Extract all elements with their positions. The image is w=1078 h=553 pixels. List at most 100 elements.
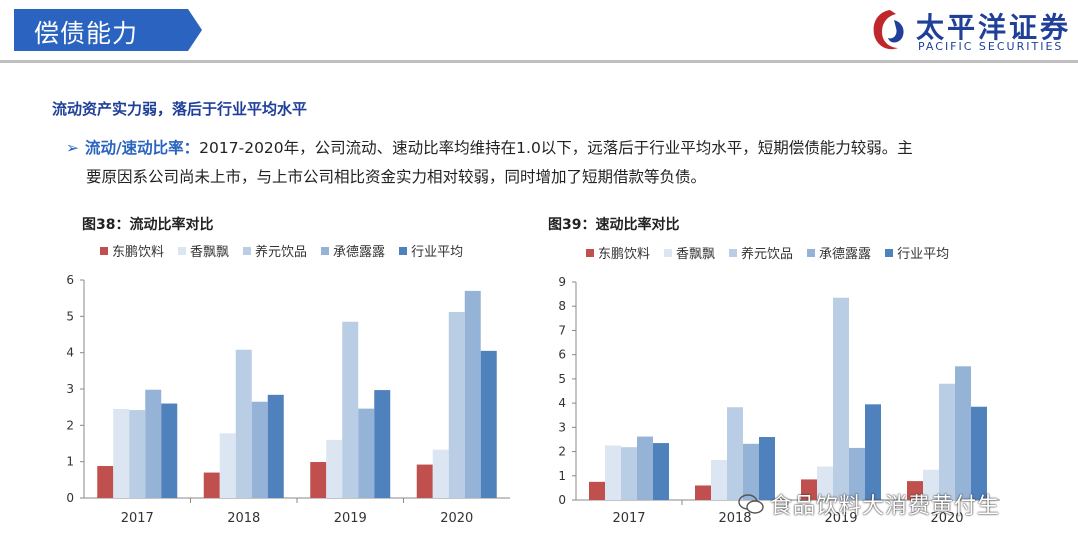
bar-养元饮品-2019	[342, 321, 359, 498]
x-tick-label: 2017	[121, 511, 154, 526]
logo-emblem-icon	[873, 10, 904, 50]
x-tick-label: 2017	[612, 511, 645, 526]
legend-swatch	[399, 246, 408, 255]
section-heading: 流动资产实力弱，落后于行业平均水平	[52, 100, 308, 118]
legend-label: 行业平均	[411, 245, 464, 260]
y-tick-label: 2	[558, 445, 566, 459]
bar-行业平均-2019	[374, 390, 391, 498]
bar-香飘飘-2019	[817, 466, 833, 500]
bullet-text-line2: 要原因系公司尚未上市，与上市公司相比资金实力相对较弱，同时增加了短期借款等负债。	[86, 168, 707, 186]
bar-承德露露-2018	[743, 443, 759, 500]
bullet-arrow-icon: ➢	[66, 139, 79, 157]
bar-东鹏饮料-2019	[310, 462, 327, 498]
y-tick-label: 3	[558, 420, 566, 434]
bar-香飘飘-2020	[923, 469, 939, 500]
bar-行业平均-2020	[971, 406, 987, 500]
bar-东鹏饮料-2018	[203, 472, 220, 498]
bar-承德露露-2020	[464, 290, 481, 498]
legend-swatch	[243, 246, 252, 255]
logo-english-name: PACIFIC SECURITIES	[918, 40, 1064, 53]
y-tick-label: 5	[66, 309, 74, 323]
bar-行业平均-2018	[759, 437, 775, 500]
watermark: 食品饮料大消费黄付生	[738, 488, 1000, 520]
legend-item: 承德露露	[807, 243, 871, 262]
y-tick-label: 8	[558, 299, 566, 313]
company-logo: 太平洋证券 PACIFIC SECURITIES	[868, 4, 1073, 56]
bullet-paragraph: ➢ 流动/速动比率：2017-2020年，公司流动、速动比率均维持在1.0以下，远…	[66, 134, 966, 192]
title-banner	[14, 9, 202, 51]
y-tick-label: 5	[558, 372, 566, 386]
legend-label: 养元饮品	[741, 247, 794, 262]
chart1-legend: 东鹏饮料 香飘飘 养元饮品 承德露露 行业平均	[100, 241, 463, 260]
legend-label: 养元饮品	[255, 245, 308, 260]
legend-label: 东鹏饮料	[598, 247, 651, 262]
bar-东鹏饮料-2020	[416, 464, 433, 498]
bar-东鹏饮料-2019	[801, 479, 817, 500]
legend-swatch	[807, 248, 816, 257]
bar-香飘飘-2020	[432, 449, 449, 498]
bar-承德露露-2018	[251, 401, 268, 498]
legend-label: 承德露露	[819, 247, 872, 262]
legend-swatch	[664, 248, 673, 257]
bar-行业平均-2018	[267, 394, 284, 498]
chart2-title: 图39：速动比率对比	[548, 217, 680, 233]
legend-item: 东鹏饮料	[100, 241, 164, 260]
y-tick-label: 4	[66, 346, 74, 360]
y-tick-label: 3	[66, 382, 74, 396]
bar-香飘飘-2017	[605, 445, 621, 500]
y-tick-label: 2	[66, 418, 74, 432]
legend-label: 东鹏饮料	[112, 245, 165, 260]
legend-item: 养元饮品	[729, 243, 793, 262]
bar-承德露露-2019	[849, 447, 865, 500]
legend-label: 香飘飘	[190, 245, 230, 260]
bar-承德露露-2020	[955, 366, 971, 500]
bar-东鹏饮料-2017	[589, 481, 605, 500]
bar-承德露露-2019	[358, 408, 375, 498]
chart1-current-ratio: 0 1 2 3 4 5 6 2017 2018 2019 2020	[66, 273, 510, 526]
bar-承德露露-2017	[637, 436, 653, 500]
bar-养元饮品-2018	[235, 349, 252, 498]
bar-行业平均-2017	[161, 403, 178, 498]
y-tick-label: 6	[66, 273, 74, 287]
y-tick-label: 4	[558, 396, 566, 410]
bar-香飘飘-2019	[326, 439, 343, 498]
bar-养元饮品-2020	[448, 311, 465, 498]
chart2-legend: 东鹏饮料 香飘飘 养元饮品 承德露露 行业平均	[586, 243, 949, 262]
bar-养元饮品-2018	[727, 407, 743, 500]
y-tick-label: 0	[66, 491, 74, 505]
x-tick-label: 2018	[718, 511, 751, 526]
logo-chinese-name: 太平洋证券	[916, 11, 1072, 44]
y-tick-label: 6	[558, 348, 566, 362]
wechat-icon	[738, 494, 764, 514]
x-tick-label: 2020	[440, 511, 473, 526]
x-tick-label: 2019	[824, 511, 857, 526]
watermark-text: 食品饮料大消费黄付生	[770, 494, 1001, 519]
bar-香飘飘-2017	[113, 408, 130, 498]
x-tick-label: 2018	[227, 511, 260, 526]
legend-item: 行业平均	[885, 243, 949, 262]
bar-行业平均-2020	[480, 350, 497, 498]
y-tick-label: 1	[558, 469, 566, 483]
bar-行业平均-2019	[865, 404, 881, 500]
legend-swatch	[729, 248, 738, 257]
legend-label: 香飘飘	[676, 247, 716, 262]
y-tick-label: 7	[558, 323, 566, 337]
legend-swatch	[321, 246, 330, 255]
legend-label: 承德露露	[333, 245, 386, 260]
legend-item: 香飘飘	[178, 241, 229, 260]
bullet-lead: 流动/速动比率：	[85, 139, 200, 157]
legend-swatch	[885, 248, 894, 257]
legend-swatch	[586, 248, 594, 257]
bar-养元饮品-2019	[833, 297, 849, 500]
bar-东鹏饮料-2018	[695, 485, 711, 500]
legend-item: 行业平均	[399, 241, 463, 260]
page-title: 偿债能力	[34, 19, 139, 48]
bar-东鹏饮料-2017	[97, 466, 114, 498]
chart2-quick-ratio: 0 1 2 3 4 5 6 7 8 9 2017 2018 2019 2020	[558, 275, 1000, 526]
bar-承德露露-2017	[145, 389, 162, 498]
legend-label: 行业平均	[897, 247, 950, 262]
legend-item: 香飘飘	[664, 243, 715, 262]
y-tick-label: 0	[558, 493, 566, 507]
legend-item: 承德露露	[321, 241, 385, 260]
header-divider	[0, 60, 1078, 63]
